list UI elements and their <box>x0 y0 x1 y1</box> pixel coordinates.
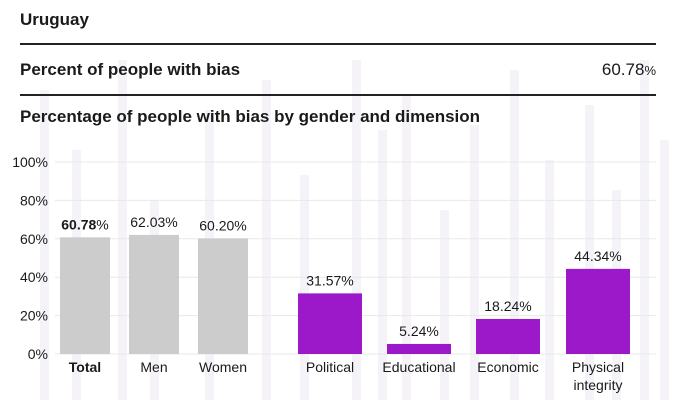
metric-label: Percent of people with bias <box>20 60 241 79</box>
bar-economic <box>476 318 540 354</box>
bar-men <box>129 234 179 354</box>
y-tick-label: 20% <box>20 308 48 324</box>
decoration-bar <box>40 90 49 400</box>
data-label: 44.34% <box>574 248 621 264</box>
decoration-bar <box>640 60 649 400</box>
decoration-bar <box>440 210 449 400</box>
y-tick-label: 80% <box>20 192 48 208</box>
y-tick-label: 60% <box>20 231 48 247</box>
x-tick-label: Men <box>140 359 167 375</box>
metric-value: 60.78% <box>602 60 656 80</box>
x-tick-label: Economic <box>477 359 538 375</box>
bar-physical-integrity <box>566 268 630 354</box>
y-tick-label: 0% <box>28 346 48 362</box>
x-tick-label: Educational <box>382 359 455 375</box>
country-name: Uruguay <box>20 10 89 29</box>
decoration-bar <box>510 70 519 400</box>
decoration-bar <box>470 125 479 400</box>
decoration-bar <box>545 160 554 400</box>
decoration-bar <box>118 60 127 400</box>
data-label: 62.03% <box>130 214 177 230</box>
bar-educational <box>387 343 451 354</box>
bar-women <box>198 238 248 354</box>
top-divider <box>20 43 656 45</box>
data-label: 5.24% <box>399 323 439 339</box>
bar-political <box>298 293 362 354</box>
decoration-bar <box>402 95 411 400</box>
x-tick-label: Physical integrity <box>572 359 624 393</box>
data-label: 18.24% <box>484 298 531 314</box>
data-label: 60.20% <box>199 217 246 233</box>
metric-number: 60.78 <box>601 60 645 79</box>
data-label: 31.57% <box>306 272 353 288</box>
section-title: Percentage of people with bias by gender… <box>20 107 481 126</box>
decoration-bar <box>378 130 387 400</box>
decoration-bar <box>585 105 594 400</box>
middle-divider <box>20 94 656 96</box>
y-tick-label: 100% <box>12 154 48 170</box>
bar-chart: 0% 20% 40% 60% 80% 100% 60.78% Total 62.03% Men 60… <box>12 154 656 393</box>
x-tick-label: Political <box>306 359 354 375</box>
decoration-bar <box>660 140 669 400</box>
bar-total <box>60 237 110 354</box>
metric-unit: % <box>644 63 656 78</box>
decoration-bar <box>352 60 361 400</box>
decoration-bar <box>300 175 309 400</box>
y-tick-label: 40% <box>20 269 48 285</box>
data-label: 60.78% <box>61 216 109 232</box>
x-tick-label: Total <box>69 359 101 375</box>
decoration-bar <box>262 80 271 400</box>
x-tick-label: Women <box>199 359 247 375</box>
